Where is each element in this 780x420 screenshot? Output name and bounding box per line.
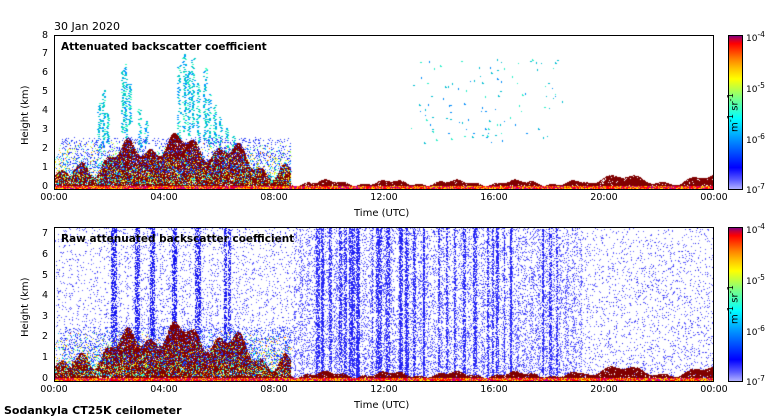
panel-1-xtick-1600: 16:00: [480, 192, 508, 203]
panel-1-ytick-0: 0: [41, 181, 48, 192]
panel-2-ytick-1: 1: [41, 352, 48, 363]
panel-2-ytick-7: 7: [41, 228, 48, 239]
panel-1-cbar-tick-0: 10-4: [746, 30, 765, 44]
panel-2-ytick-0: 0: [41, 373, 48, 384]
panel-1-title: Attenuated backscatter coefficient: [61, 41, 267, 53]
panel-2-xtick-1200: 12:00: [370, 384, 398, 395]
panel-2-colorbar-unit: m-1 sr-1: [725, 285, 741, 324]
date-label: 30 Jan 2020: [54, 20, 120, 33]
panel-1-xtick-0000b: 00:00: [700, 192, 728, 203]
panel-1-cbar-tick-3: 10-7: [746, 182, 765, 196]
panel-1-ytick-5: 5: [41, 86, 48, 97]
panel-1-xtick-1200: 12:00: [370, 192, 398, 203]
panel-2-title: Raw attenuated backscatter coefficient: [61, 233, 295, 245]
panel-1-ytick-3: 3: [41, 124, 48, 135]
panel-1-xtick-0800: 08:00: [260, 192, 288, 203]
panel-1-colorbar-unit: m-1 sr-1: [725, 93, 741, 132]
panel-1-ytick-1: 1: [41, 162, 48, 173]
panel-1-cbar-tick-2: 10-6: [746, 132, 765, 146]
panel-1-ytick-2: 2: [41, 143, 48, 154]
panel-2-cbar-tick-1: 10-5: [746, 273, 765, 287]
panel-1-xtick-0400: 04:00: [150, 192, 178, 203]
panel-2-ytick-5: 5: [41, 270, 48, 281]
panel-2-xtick-0400: 04:00: [150, 384, 178, 395]
panel-1-cbar-tick-1: 10-5: [746, 81, 765, 95]
panel-2-xtick-1600: 16:00: [480, 384, 508, 395]
panel-2-ytick-4: 4: [41, 290, 48, 301]
panel-2-xtick-0000b: 00:00: [700, 384, 728, 395]
panel-1-xlabel: Time (UTC): [354, 208, 410, 219]
panel-2-xtick-0800: 08:00: [260, 384, 288, 395]
panel-2-colorbar: [728, 227, 743, 382]
panel-1-ytick-4: 4: [41, 105, 48, 116]
panel-2-ytick-2: 2: [41, 331, 48, 342]
panel-1-ytick-8: 8: [41, 30, 48, 41]
panel-1-xtick-2000: 20:00: [590, 192, 618, 203]
panel-1-colorbar: [728, 35, 743, 190]
panel-2-xtick-0000a: 00:00: [40, 384, 68, 395]
panel-2-cbar-tick-2: 10-6: [746, 324, 765, 338]
panel-2-xlabel: Time (UTC): [354, 400, 410, 411]
panel-2-plot-area[interactable]: [54, 227, 714, 382]
panel-2-xtick-2000: 20:00: [590, 384, 618, 395]
panel-2-cbar-tick-0: 10-4: [746, 222, 765, 236]
panel-1-plot-area[interactable]: [54, 35, 714, 190]
panel-1-ytick-6: 6: [41, 67, 48, 78]
panel-2-cbar-tick-3: 10-7: [746, 374, 765, 388]
panel-1-ytick-7: 7: [41, 48, 48, 59]
panel-2-ylabel: Height (km): [20, 277, 31, 337]
panel-2-ytick-6: 6: [41, 249, 48, 260]
site-label: Sodankyla CT25K ceilometer: [4, 404, 182, 417]
panel-1-xtick-0000a: 00:00: [40, 192, 68, 203]
panel-2-ytick-3: 3: [41, 311, 48, 322]
